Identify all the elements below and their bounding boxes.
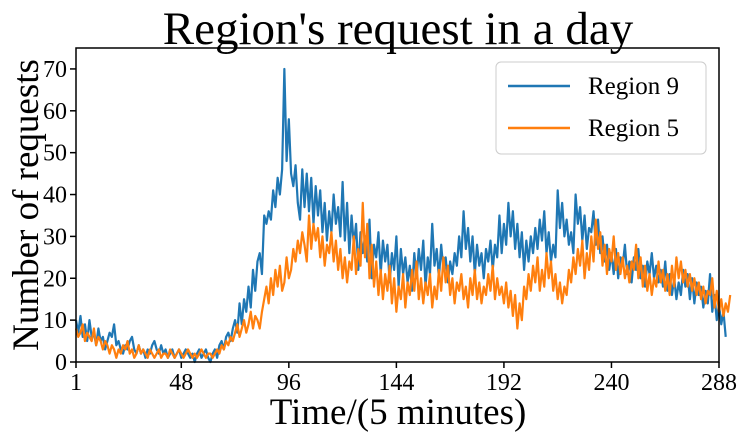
y-tick-label: 40	[43, 183, 67, 209]
x-axis: 1 48 96 144 192 240 288	[70, 362, 737, 396]
y-tick-label: 10	[43, 308, 67, 334]
series-line-region-5	[74, 201, 732, 359]
chart-title: Region's request in a day	[163, 3, 634, 55]
legend-label-region-5: Region 5	[588, 115, 679, 142]
legend-label-region-9: Region 9	[588, 73, 679, 100]
series-line-region-9	[74, 67, 727, 364]
y-tick-label: 0	[55, 350, 67, 376]
y-tick-label: 60	[43, 99, 67, 125]
x-tick-label: 192	[486, 370, 522, 396]
legend: Region 9 Region 5	[495, 61, 707, 155]
y-tick-label: 50	[43, 141, 67, 167]
x-tick-label: 96	[277, 370, 301, 396]
x-tick-label: 48	[169, 370, 193, 396]
y-tick-label: 20	[43, 266, 67, 292]
series-layer	[74, 67, 732, 364]
x-axis-label: Time/(5 minutes)	[270, 392, 527, 433]
plot-area-frame	[75, 47, 720, 363]
x-tick-label: 288	[701, 370, 737, 396]
x-tick-label: 144	[378, 370, 414, 396]
y-tick-label: 70	[43, 57, 67, 83]
x-tick-label: 1	[70, 370, 82, 396]
y-axis-label: Number of requests	[6, 59, 47, 351]
y-tick-label: 30	[43, 224, 67, 250]
x-tick-label: 240	[593, 370, 629, 396]
y-axis: 0 10 20 30 40 50 60 70	[43, 57, 76, 376]
